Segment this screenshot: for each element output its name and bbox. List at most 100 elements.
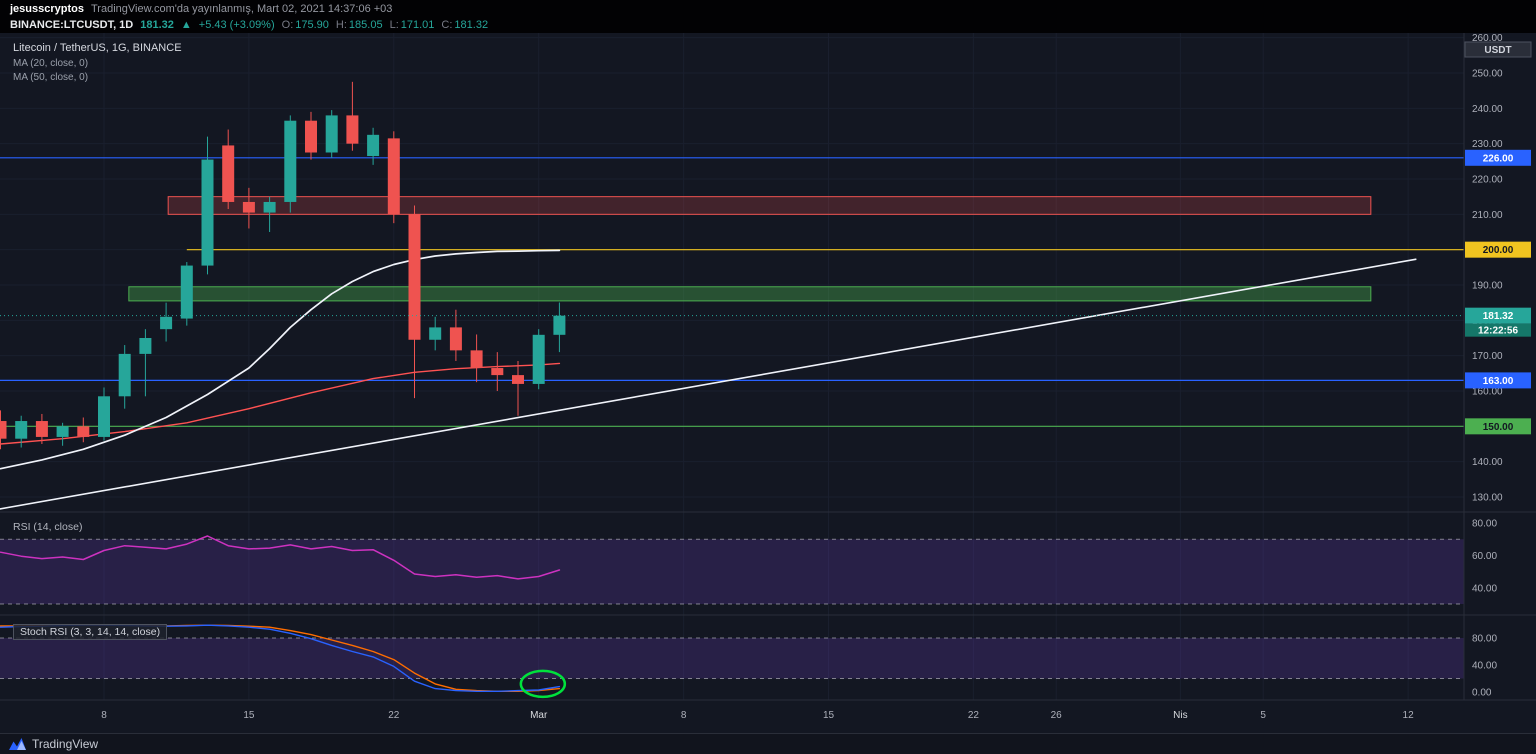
time-tick: 5 <box>1260 710 1266 721</box>
level-badge <box>1465 418 1531 435</box>
price-tick: 130.00 <box>1472 492 1503 503</box>
candle-body <box>222 145 235 202</box>
ma50-line <box>0 362 561 445</box>
ohlc-low: L: 171.01 <box>390 19 435 31</box>
level-badge <box>1465 149 1531 166</box>
candle-body <box>449 327 462 351</box>
time-tick: 8 <box>681 710 687 721</box>
rsi-tick: 60.00 <box>1472 551 1497 562</box>
price-tick: 260.00 <box>1472 33 1503 44</box>
rsi-tick: 80.00 <box>1472 519 1497 530</box>
level-badge <box>1465 372 1531 389</box>
legend-ma50[interactable]: MA (50, close, 0) <box>13 72 89 83</box>
candle-body <box>367 134 380 157</box>
highlight-circle <box>519 669 567 699</box>
time-tick: 22 <box>388 710 400 721</box>
symbol-title[interactable]: BINANCE:LTCUSDT, 1D <box>10 19 134 31</box>
rsi-band <box>0 539 1464 604</box>
price-chart-canvas[interactable]: 260.00250.00240.00230.00220.00210.00200.… <box>0 33 1536 733</box>
legend-stoch[interactable]: Stoch RSI (3, 3, 14, 14, close) <box>13 624 168 640</box>
rsi-line <box>0 535 561 580</box>
stoch-band <box>0 638 1464 679</box>
level-badge-text: 163.00 <box>1483 376 1514 387</box>
low-value: 171.01 <box>400 19 435 31</box>
price-change: +5.43 (+3.09%) <box>198 19 275 31</box>
stoch-tick: 0.00 <box>1472 688 1492 699</box>
close-value: 181.32 <box>454 19 489 31</box>
candle-body <box>139 337 152 354</box>
unit-badge-text: USDT <box>1484 45 1511 56</box>
ohlc-close: C: 181.32 <box>441 19 488 31</box>
legend-ma20[interactable]: MA (20, close, 0) <box>13 58 89 69</box>
candle-body <box>429 327 442 340</box>
price-tick: 170.00 <box>1472 351 1503 362</box>
candle-body <box>512 375 524 384</box>
header-last-price: 181.32 <box>140 19 174 31</box>
countdown-text: 12:22:56 <box>1478 326 1518 337</box>
candle-body <box>118 353 131 397</box>
publish-meta: TradingView.com'da yayınlanmış, Mart 02,… <box>90 2 393 15</box>
stoch-tick: 40.00 <box>1472 661 1497 672</box>
candle-body <box>325 115 338 153</box>
candle-body <box>408 214 421 340</box>
chart-background <box>0 33 1536 733</box>
candle-body <box>98 396 110 437</box>
candle-body <box>242 201 255 213</box>
legend-rsi[interactable]: RSI (14, close) <box>13 521 83 533</box>
time-tick: Nis <box>1173 710 1187 721</box>
change-arrow-icon: ▲ <box>180 19 192 31</box>
candle-body <box>470 350 483 369</box>
ohlc-open: O: 175.90 <box>282 19 329 31</box>
price-tick: 230.00 <box>1472 139 1503 150</box>
resistance-zone <box>167 196 1372 215</box>
support-zone <box>128 286 1372 302</box>
candle-body <box>284 120 297 202</box>
close-label: C: <box>441 19 453 31</box>
open-value: 175.90 <box>295 19 329 31</box>
candle-body <box>346 115 359 144</box>
ma20-line <box>0 249 561 470</box>
time-tick: 15 <box>823 710 835 721</box>
trendline <box>0 258 1417 510</box>
time-tick: 26 <box>1051 710 1063 721</box>
open-label: O: <box>281 19 294 31</box>
last-price-badge <box>1465 307 1531 324</box>
level-badge-text: 226.00 <box>1483 153 1514 164</box>
time-tick: 12 <box>1403 710 1415 721</box>
chart-legend: Litecoin / TetherUS, 1G, BINANCE MA (20,… <box>13 42 182 86</box>
price-tick: 250.00 <box>1472 69 1503 80</box>
symbol-bar: BINANCE:LTCUSDT, 1D 181.32 ▲ +5.43 (+3.0… <box>0 17 1536 33</box>
time-tick: Mar <box>530 710 548 721</box>
candle-body <box>201 159 214 266</box>
price-tick: 240.00 <box>1472 104 1503 115</box>
level-badge <box>1465 241 1531 258</box>
candle-body <box>263 201 276 213</box>
time-tick: 22 <box>968 710 980 721</box>
ohlc-high: H: 185.05 <box>336 19 383 31</box>
candle-body <box>56 426 69 437</box>
candle-body <box>553 315 566 335</box>
price-tick: 140.00 <box>1472 457 1503 468</box>
candle-body <box>35 421 48 437</box>
tradingview-brand[interactable]: TradingView <box>32 737 99 751</box>
price-tick: 190.00 <box>1472 280 1503 291</box>
level-badge-text: 150.00 <box>1483 422 1514 433</box>
rsi-tick: 40.00 <box>1472 583 1497 594</box>
tradingview-logo[interactable] <box>9 737 26 751</box>
high-label: H: <box>335 19 347 31</box>
price-tick: 220.00 <box>1472 174 1503 185</box>
author-name[interactable]: jesusscryptos <box>10 2 84 15</box>
level-badge-text: 200.00 <box>1483 245 1514 256</box>
price-tick: 160.00 <box>1472 386 1503 397</box>
high-value: 185.05 <box>348 19 383 31</box>
low-label: L: <box>389 19 399 31</box>
unit-badge <box>1464 41 1532 58</box>
legend-symbol[interactable]: Litecoin / TetherUS, 1G, BINANCE <box>13 42 182 54</box>
time-tick: 15 <box>243 710 255 721</box>
candle-body <box>77 426 90 437</box>
candle-body <box>491 368 504 376</box>
candle-body <box>15 421 28 439</box>
price-tick: 210.00 <box>1472 210 1503 221</box>
footer-bar: TradingView <box>0 733 1536 754</box>
